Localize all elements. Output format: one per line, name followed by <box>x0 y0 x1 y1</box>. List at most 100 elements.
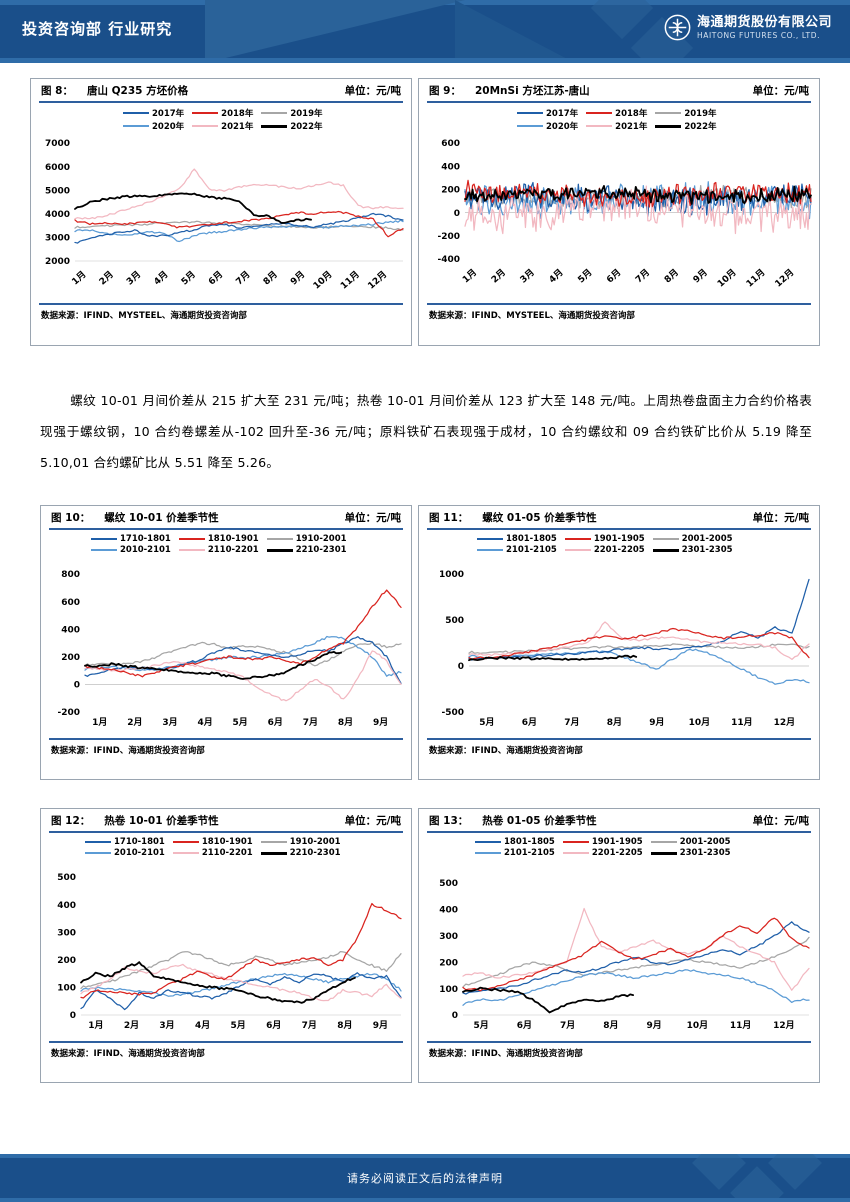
legend-label: 1910-2001 <box>295 534 347 544</box>
legend-swatch <box>477 548 503 552</box>
figure-title: 热卷 10-01 价差季节性 <box>104 814 219 827</box>
figure-title: 热卷 01-05 价差季节性 <box>482 814 597 827</box>
logo-company-name-en: HAITONG FUTURES CO., LTD. <box>696 30 821 40</box>
legend-item: 2017年 <box>123 107 184 119</box>
svg-text:5月: 5月 <box>179 269 198 287</box>
legend-label: 1910-2001 <box>289 837 341 847</box>
legend-item: 2301-2305 <box>650 848 731 858</box>
haitong-logo-icon <box>664 14 691 41</box>
legend-label: 2210-2301 <box>295 545 347 555</box>
legend-swatch <box>91 548 117 552</box>
panel-bottom-rule <box>39 303 403 305</box>
panel-top-rule <box>427 101 811 103</box>
body-paragraph: 螺纹 10-01 月间价差从 215 扩大至 231 元/吨；热卷 10-01 … <box>40 385 812 478</box>
svg-text:3000: 3000 <box>45 234 70 244</box>
svg-text:4000: 4000 <box>45 210 70 220</box>
legend-item: 2022年 <box>261 120 323 132</box>
legend-label: 2201-2205 <box>591 848 643 858</box>
legend-swatch <box>85 851 111 855</box>
svg-text:9月: 9月 <box>373 717 388 728</box>
legend-swatch <box>261 124 288 128</box>
svg-text:6月: 6月 <box>522 717 537 728</box>
svg-text:1月: 1月 <box>88 1020 103 1031</box>
svg-text:6000: 6000 <box>45 163 70 173</box>
legend-item: 2018年 <box>192 107 253 119</box>
svg-text:8月: 8月 <box>603 1020 618 1031</box>
panel-top-rule <box>39 101 403 103</box>
legend-item: 1710-1801 <box>85 837 165 847</box>
svg-text:12月: 12月 <box>366 269 389 292</box>
chart-panel-fig9: 图 9： 20MnSi 方坯江苏-唐山 单位：元/吨 -400 -200 0 200 4… <box>418 78 820 346</box>
legend-item: 1901-1905 <box>564 534 645 544</box>
svg-text:3月: 3月 <box>124 269 143 287</box>
legend-label: 1901-1905 <box>591 837 643 847</box>
legend-label: 2301-2305 <box>679 848 731 858</box>
svg-text:1月: 1月 <box>460 267 479 285</box>
svg-text:8月: 8月 <box>337 1020 352 1031</box>
figure-source: 数据来源：IFIND、海通期货投资咨询部 <box>429 1049 583 1059</box>
svg-text:10月: 10月 <box>311 269 334 292</box>
figure-title: 唐山 Q235 方坯价格 <box>86 84 189 97</box>
figure-source: 数据来源：IFIND、MYSTEEL、海通期货投资咨询部 <box>41 311 247 321</box>
legend-item: 1910-2001 <box>260 837 341 847</box>
panel-header-fig11: 图 11： 螺纹 01-05 价差季节性 单位：元/吨 <box>419 506 819 528</box>
svg-text:12月: 12月 <box>773 267 796 290</box>
plot-area-fig11: -500 0 500 1000 5月 6月 7月 8月 9月 10月 11月 12月 1801-180… <box>419 530 819 738</box>
svg-text:300: 300 <box>439 932 458 942</box>
chart-panel-fig11: 图 11： 螺纹 01-05 价差季节性 单位：元/吨 -500 0 500 1000… <box>418 505 820 780</box>
figure-caption: 图 8： <box>41 84 73 97</box>
legend-item: 2001-2005 <box>650 837 731 847</box>
svg-text:500: 500 <box>57 873 76 883</box>
legend-item: 1801-1805 <box>477 534 557 544</box>
svg-text:-200: -200 <box>57 708 80 718</box>
svg-text:5000: 5000 <box>45 186 70 196</box>
svg-text:10月: 10月 <box>687 1020 709 1031</box>
svg-text:9月: 9月 <box>373 1020 388 1031</box>
figure-unit: 单位：元/吨 <box>752 814 809 827</box>
svg-text:9月: 9月 <box>649 717 664 728</box>
svg-text:7月: 7月 <box>234 269 253 287</box>
svg-text:300: 300 <box>57 928 76 938</box>
svg-text:8月: 8月 <box>338 717 353 728</box>
legend-label: 2301-2305 <box>681 545 733 555</box>
legend-label: 2018年 <box>615 109 648 119</box>
figure-unit: 单位：元/吨 <box>752 511 809 524</box>
svg-text:6月: 6月 <box>206 269 225 287</box>
svg-text:100: 100 <box>57 984 76 994</box>
svg-text:5月: 5月 <box>576 267 595 285</box>
legend-item: 2210-2301 <box>266 545 347 555</box>
legend-swatch <box>91 537 117 541</box>
svg-text:400: 400 <box>61 625 80 635</box>
plot-area-fig12: 0 100 200 300 400 500 1月 2月 3月 4月 5月 6月 7月 8月 9月 1710-… <box>41 833 411 1041</box>
legend-label: 2019年 <box>684 109 717 119</box>
legend-item: 2022年 <box>655 120 717 132</box>
svg-text:4月: 4月 <box>195 1020 210 1031</box>
svg-text:200: 200 <box>57 956 76 966</box>
legend-swatch <box>650 840 677 844</box>
legend-item: 2019年 <box>261 107 323 119</box>
svg-text:2月: 2月 <box>489 267 508 285</box>
legend-swatch <box>178 548 205 552</box>
svg-text:6月: 6月 <box>517 1020 532 1031</box>
legend-label: 2010-2101 <box>120 545 171 555</box>
legend-item: 1901-1905 <box>562 837 643 847</box>
legend-label: 2017年 <box>546 109 579 119</box>
svg-text:0: 0 <box>454 209 460 219</box>
figure-caption: 图 10： <box>51 511 91 524</box>
plot-area-fig13: 0 100 200 300 400 500 5月 6月 7月 8月 9月 10月 11月 12月 1801… <box>419 833 819 1041</box>
svg-text:500: 500 <box>439 879 458 889</box>
legend-swatch <box>564 548 591 552</box>
legend-fig9: 2017年 2018年 2019年 2020年 2021年 2022年 <box>517 107 717 132</box>
legend-item: 2001-2005 <box>652 534 733 544</box>
svg-text:200: 200 <box>439 958 458 968</box>
figure-unit: 单位：元/吨 <box>344 84 401 97</box>
legend-swatch <box>192 111 219 115</box>
panel-bottom-rule <box>49 1041 403 1043</box>
svg-text:400: 400 <box>439 906 458 916</box>
legend-swatch <box>586 111 613 115</box>
legend-swatch <box>266 548 293 552</box>
svg-text:0: 0 <box>70 1011 76 1021</box>
panel-bottom-rule <box>49 738 403 740</box>
legend-item: 2010-2101 <box>91 545 171 555</box>
legend-label: 1901-1905 <box>593 534 645 544</box>
